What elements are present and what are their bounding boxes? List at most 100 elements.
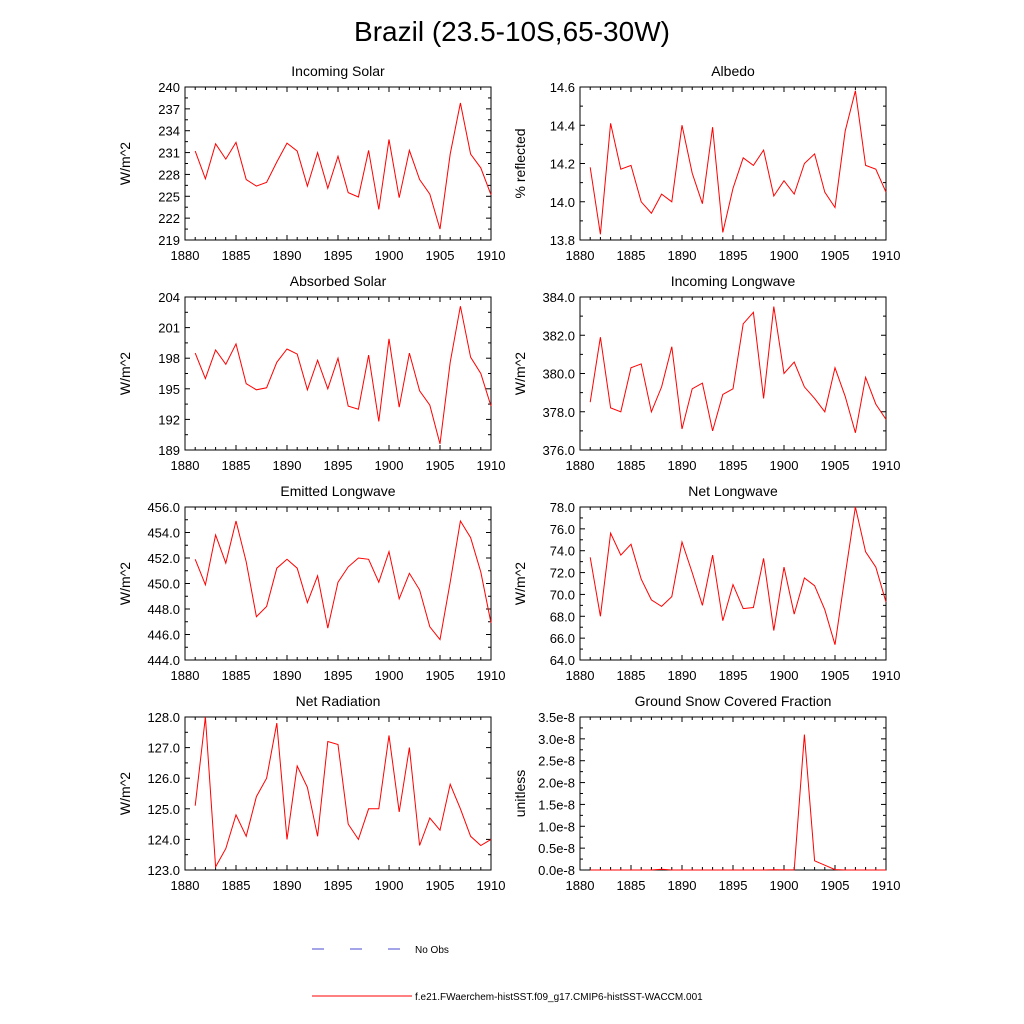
x-tick-label: 1885 [617, 878, 646, 893]
y-axis-label: unitless [512, 770, 528, 817]
series-line [589, 90, 887, 235]
x-tick-label: 1900 [770, 878, 799, 893]
x-tick-label: 1905 [426, 458, 455, 473]
series-line [194, 716, 492, 869]
chart-title: Incoming Longwave [671, 273, 796, 289]
x-tick-label: 1895 [324, 668, 353, 683]
chart-title: Net Longwave [688, 483, 778, 499]
y-tick-label: 378.0 [542, 405, 575, 420]
series-line [194, 102, 492, 230]
x-tick-label: 1910 [872, 668, 901, 683]
x-tick-label: 1890 [273, 668, 302, 683]
y-tick-label: 228 [158, 167, 180, 182]
chart-panel: Ground Snow Covered Fraction unitless 1880… [512, 693, 900, 893]
y-tick-label: 14.4 [550, 118, 575, 133]
figure-title: Brazil (23.5-10S,65-30W) [354, 16, 670, 47]
x-tick-label: 1890 [668, 668, 697, 683]
y-tick-label: 446.0 [147, 628, 180, 643]
y-tick-label: 70.0 [550, 587, 575, 602]
y-tick-label: 3.5e-8 [538, 710, 575, 725]
x-tick-label: 1880 [566, 458, 595, 473]
x-tick-label: 1900 [375, 878, 404, 893]
x-tick-label: 1885 [222, 878, 251, 893]
y-tick-label: 222 [158, 211, 180, 226]
x-tick-label: 1905 [821, 668, 850, 683]
x-tick-label: 1885 [222, 458, 251, 473]
x-tick-label: 1885 [617, 248, 646, 263]
x-tick-label: 1890 [273, 248, 302, 263]
x-tick-label: 1905 [821, 458, 850, 473]
y-tick-label: 192 [158, 412, 180, 427]
y-tick-label: 382.0 [542, 328, 575, 343]
x-tick-label: 1880 [566, 248, 595, 263]
chart-panel: Emitted Longwave W/m^2 1880 1885 1890 1895 190… [117, 483, 505, 683]
y-tick-label: 123.0 [147, 863, 180, 878]
y-tick-label: 13.8 [550, 233, 575, 248]
plot-frame [579, 716, 887, 871]
y-tick-label: 125.0 [147, 802, 180, 817]
y-axis-label: W/m^2 [117, 772, 133, 815]
x-tick-label: 1910 [477, 878, 506, 893]
series-line [589, 506, 887, 645]
legend-model-label: f.e21.FWaerchem-histSST.f09_g17.CMIP6-hi… [415, 992, 703, 1003]
y-tick-label: 66.0 [550, 631, 575, 646]
y-tick-label: 76.0 [550, 522, 575, 537]
chart-panel: Incoming Longwave W/m^2 1880 1885 1890 1895 19… [512, 273, 900, 473]
chart-panel: Albedo % reflected 1880 1885 1890 1895 1900 190… [512, 63, 900, 263]
chart-panel: Net Longwave W/m^2 1880 1885 1890 1895 1900 190… [512, 483, 900, 683]
y-tick-label: 2.0e-8 [538, 776, 575, 791]
y-tick-label: 195 [158, 382, 180, 397]
x-tick-label: 1880 [566, 878, 595, 893]
y-tick-label: 384.0 [542, 290, 575, 305]
y-tick-label: 201 [158, 321, 180, 336]
x-tick-label: 1885 [617, 668, 646, 683]
y-tick-label: 450.0 [147, 577, 180, 592]
x-tick-label: 1905 [821, 248, 850, 263]
x-tick-label: 1895 [719, 248, 748, 263]
series-line [194, 519, 492, 641]
x-tick-label: 1910 [872, 248, 901, 263]
y-tick-label: 454.0 [147, 526, 180, 541]
y-tick-label: 456.0 [147, 500, 180, 515]
x-tick-label: 1895 [324, 878, 353, 893]
y-tick-label: 448.0 [147, 602, 180, 617]
x-tick-label: 1880 [171, 668, 200, 683]
chart-title: Emitted Longwave [280, 483, 395, 499]
plot-frame [184, 296, 492, 451]
series-line [590, 734, 886, 871]
x-tick-label: 1910 [477, 458, 506, 473]
plot-frame [579, 86, 887, 241]
y-tick-label: 444.0 [147, 653, 180, 668]
legend-no-obs-label: No Obs [415, 945, 449, 956]
y-tick-label: 1.5e-8 [538, 797, 575, 812]
legend: No Obs f.e21.FWaerchem-histSST.f09_g17.C… [312, 945, 703, 1003]
y-tick-label: 234 [158, 124, 180, 139]
y-axis-label: % reflected [512, 128, 528, 198]
y-tick-label: 240 [158, 80, 180, 95]
chart-title: Albedo [711, 63, 755, 79]
y-tick-label: 380.0 [542, 367, 575, 382]
y-tick-label: 231 [158, 146, 180, 161]
series-line [589, 306, 887, 433]
series-line [194, 306, 492, 445]
y-tick-label: 1.0e-8 [538, 819, 575, 834]
y-axis-label: W/m^2 [117, 562, 133, 605]
y-tick-label: 452.0 [147, 551, 180, 566]
y-tick-label: 0.5e-8 [538, 841, 575, 856]
x-tick-label: 1900 [375, 248, 404, 263]
x-tick-label: 1910 [872, 458, 901, 473]
plot-frame [184, 86, 492, 241]
x-tick-label: 1880 [566, 668, 595, 683]
panels: Incoming Solar W/m^2 1880 1885 1890 1895 1900 1… [117, 63, 900, 893]
y-tick-label: 204 [158, 290, 180, 305]
x-tick-label: 1890 [668, 458, 697, 473]
chart-title: Ground Snow Covered Fraction [635, 693, 832, 709]
x-tick-label: 1895 [324, 248, 353, 263]
x-tick-label: 1900 [770, 458, 799, 473]
x-tick-label: 1880 [171, 878, 200, 893]
x-tick-label: 1905 [426, 878, 455, 893]
y-tick-label: 3.0e-8 [538, 732, 575, 747]
chart-title: Net Radiation [296, 693, 381, 709]
y-tick-label: 189 [158, 443, 180, 458]
